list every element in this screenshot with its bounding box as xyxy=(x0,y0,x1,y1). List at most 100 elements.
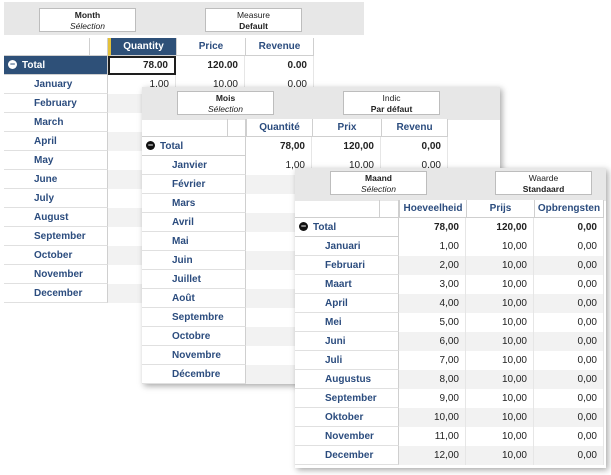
row-label-month[interactable]: September xyxy=(295,389,399,408)
value-cell-price: 10,00 xyxy=(466,275,534,294)
row-label-month[interactable]: September xyxy=(4,227,108,246)
minus-circle-icon[interactable]: − xyxy=(146,139,155,150)
row-label-month[interactable]: March xyxy=(4,113,108,132)
row-label-month[interactable]: April xyxy=(4,132,108,151)
row-label-month[interactable]: Mars xyxy=(142,194,246,213)
measure-selector[interactable]: Measure Default xyxy=(205,8,302,32)
value-cell-price: 10,00 xyxy=(466,351,534,370)
selector-value: Default xyxy=(239,21,268,31)
selector-label: Month xyxy=(74,10,101,20)
row-label-month[interactable]: December xyxy=(295,446,399,465)
value-cell-price: 10,00 xyxy=(466,408,534,427)
row-label-month[interactable]: Oktober xyxy=(295,408,399,427)
row-label-month[interactable]: Mei xyxy=(295,313,399,332)
month-selector[interactable]: Mois Sélection xyxy=(177,91,274,115)
row-label-month[interactable]: May xyxy=(4,151,108,170)
total-row-label[interactable]: − Total xyxy=(142,137,246,156)
column-header-quantity[interactable]: Quantity xyxy=(108,38,176,56)
value-cell-revenue: 0,00 xyxy=(534,237,604,256)
selector-label: Indic xyxy=(382,93,401,103)
row-label-month[interactable]: Avril xyxy=(142,213,246,232)
value-cell-revenue: 0,00 xyxy=(534,446,604,465)
value-cell-price: 10,00 xyxy=(312,156,381,175)
month-selector[interactable]: Maand Sélection xyxy=(330,171,427,195)
total-row-label[interactable]: − Total xyxy=(295,218,399,237)
row-label-month[interactable]: Juni xyxy=(295,332,399,351)
value-cell-revenue: 0.00 xyxy=(245,75,314,94)
row-label-month[interactable]: April xyxy=(295,294,399,313)
measure-selector[interactable]: Indic Par défaut xyxy=(343,91,440,115)
value-cell-revenue: 0,00 xyxy=(381,156,448,175)
value-cell-revenue: 0,00 xyxy=(534,351,604,370)
row-label-month[interactable]: November xyxy=(4,265,108,284)
selector-value: Sélection xyxy=(70,21,105,31)
month-selector[interactable]: Month Sélection xyxy=(39,8,136,32)
row-label-month[interactable]: Décembre xyxy=(142,365,246,384)
row-label-month[interactable]: January xyxy=(4,75,108,94)
row-label-month[interactable]: Februari xyxy=(295,256,399,275)
row-label-month[interactable]: December xyxy=(4,284,108,303)
value-cell-revenue: 0,00 xyxy=(534,256,604,275)
selector-label: Mois xyxy=(215,93,236,103)
row-label-month[interactable]: February xyxy=(4,94,108,113)
value-cell-revenue: 0,00 xyxy=(534,408,604,427)
row-label-month[interactable]: Augustus xyxy=(295,370,399,389)
total-prijs-cell: 120,00 xyxy=(466,218,534,237)
value-cell-quantity: 9,00 xyxy=(399,389,466,408)
value-cell-quantity: 7,00 xyxy=(399,351,466,370)
row-label-month[interactable]: November xyxy=(295,427,399,446)
total-label: Total xyxy=(22,60,46,71)
row-label-month[interactable]: Août xyxy=(142,289,246,308)
total-label: Total xyxy=(160,141,184,152)
column-header-opbrengsten[interactable]: Opbrengsten xyxy=(534,200,604,218)
value-cell-price: 10,00 xyxy=(466,294,534,313)
row-label-month[interactable]: Janvier xyxy=(142,156,246,175)
column-header-hoeveelheid[interactable]: Hoeveelheid xyxy=(399,200,466,218)
value-cell-price: 10,00 xyxy=(466,446,534,465)
selector-value: Sélection xyxy=(361,184,396,194)
total-opbrengsten-cell: 0,00 xyxy=(534,218,604,237)
header-stub xyxy=(4,38,90,56)
column-header-price[interactable]: Price xyxy=(176,38,245,56)
column-header-prijs[interactable]: Prijs xyxy=(466,200,534,218)
minus-circle-icon[interactable]: − xyxy=(299,220,308,231)
column-header-revenu[interactable]: Revenu xyxy=(381,119,448,137)
row-label-month[interactable]: August xyxy=(4,208,108,227)
row-label-month[interactable]: Juillet xyxy=(142,270,246,289)
row-label-month[interactable]: October xyxy=(4,246,108,265)
row-label-month[interactable]: Juin xyxy=(142,251,246,270)
row-label-month[interactable]: Novembre xyxy=(142,346,246,365)
row-label-month[interactable]: Maart xyxy=(295,275,399,294)
row-label-month[interactable]: June xyxy=(4,170,108,189)
row-label-month[interactable]: Juli xyxy=(295,351,399,370)
value-cell-revenue: 0,00 xyxy=(534,275,604,294)
measure-selector[interactable]: Waarde Standaard xyxy=(495,171,592,195)
column-header-prix[interactable]: Prix xyxy=(312,119,381,137)
value-cell-quantity: 6,00 xyxy=(399,332,466,351)
total-revenue-cell: 0.00 xyxy=(245,56,314,75)
total-quantity-cell[interactable]: 78.00 xyxy=(108,56,176,75)
value-cell-quantity: 5,00 xyxy=(399,313,466,332)
row-label-month[interactable]: Mai xyxy=(142,232,246,251)
row-label-month[interactable]: Septembre xyxy=(142,308,246,327)
row-label-month[interactable]: Januari xyxy=(295,237,399,256)
selector-label: Measure xyxy=(236,10,271,20)
row-label-month[interactable]: Février xyxy=(142,175,246,194)
total-prix-cell: 120,00 xyxy=(312,137,381,156)
column-header-quantite[interactable]: Quantité xyxy=(246,119,312,137)
row-label-month[interactable]: Octobre xyxy=(142,327,246,346)
total-label: Total xyxy=(313,222,337,233)
value-cell-quantity: 1.00 xyxy=(108,75,176,94)
value-cell-price: 10,00 xyxy=(466,332,534,351)
row-label-month[interactable]: July xyxy=(4,189,108,208)
total-row-label[interactable]: − Total xyxy=(4,56,108,75)
value-cell-quantity: 3,00 xyxy=(399,275,466,294)
minus-circle-icon[interactable]: − xyxy=(8,58,17,69)
column-header-revenue[interactable]: Revenue xyxy=(245,38,314,56)
header-stub xyxy=(228,119,246,137)
value-cell-quantity: 2,00 xyxy=(399,256,466,275)
selector-value: Par défaut xyxy=(370,104,413,114)
selector-label: Waarde xyxy=(528,173,559,183)
header-stub xyxy=(142,119,228,137)
value-cell-quantity: 10,00 xyxy=(399,408,466,427)
